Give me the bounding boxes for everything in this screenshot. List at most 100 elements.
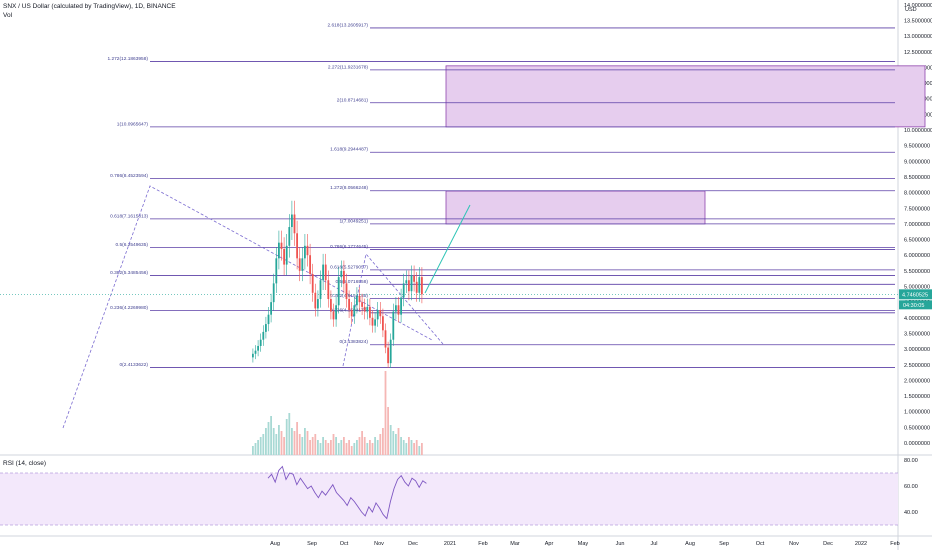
target-box-upper <box>445 65 926 128</box>
volume-bar <box>384 371 387 455</box>
volume-bar <box>337 443 340 455</box>
fib-level-label: 0.618(7.1615813) <box>110 213 148 219</box>
candle-body <box>317 299 319 309</box>
volume-bar <box>267 422 270 455</box>
candle-body <box>306 245 309 256</box>
fib-level-label: 0.5(6.2549635) <box>115 242 148 248</box>
candle-body <box>262 331 265 340</box>
volume-label[interactable]: Vol <box>3 12 13 19</box>
volume-bar <box>405 443 408 455</box>
time-tick-label: Apr <box>545 541 554 547</box>
rsi-line <box>267 465 427 520</box>
volume-bar <box>402 440 405 455</box>
symbol-title[interactable]: SNX / US Dollar (calculated by TradingVi… <box>3 3 176 10</box>
price-tick-label: 5.5000000 <box>904 269 930 275</box>
volume-bar <box>301 437 304 455</box>
rsi-band <box>0 473 898 525</box>
candle-body <box>296 233 298 259</box>
countdown-badge: 04:30:05 <box>903 303 924 309</box>
candle-body <box>363 306 366 312</box>
time-tick-label: Aug <box>685 541 695 547</box>
price-tick-label: 7.5000000 <box>904 206 930 212</box>
volume-bar <box>314 434 317 455</box>
price-tick-label: 2.5000000 <box>904 363 930 369</box>
candle-body <box>400 297 402 315</box>
volume-bar <box>285 419 288 455</box>
candle-body <box>371 317 374 326</box>
time-tick-label: Sep <box>307 541 317 547</box>
price-tick-label: 6.0000000 <box>904 253 930 259</box>
rsi-label[interactable]: RSI (14, close) <box>3 460 46 467</box>
time-tick-label: May <box>578 541 589 547</box>
volume-bar <box>343 437 345 455</box>
volume-bar <box>379 434 382 455</box>
candle-body <box>382 316 384 331</box>
volume-bar <box>358 437 361 455</box>
volume-bar <box>280 431 283 455</box>
candle-body <box>304 245 306 259</box>
time-tick-label: Mar <box>510 541 520 547</box>
candle-body <box>252 353 254 358</box>
candle-body <box>345 283 348 300</box>
price-tick-label: 3.0000000 <box>904 347 930 353</box>
candle-body <box>265 324 267 332</box>
candle-body <box>418 277 421 293</box>
candle-body <box>332 311 335 320</box>
candle-body <box>259 339 262 346</box>
candle-body <box>298 258 301 271</box>
price-tick-label: 14.0000000 <box>904 3 932 9</box>
volume-bar <box>319 443 322 455</box>
volume-bar <box>332 434 335 455</box>
time-tick-label: Sep <box>719 541 729 547</box>
price-tick-label: 1.5000000 <box>904 394 930 400</box>
volume-bar <box>363 437 366 455</box>
volume-bar <box>309 440 311 455</box>
candle-body <box>356 295 358 306</box>
price-tick-label: 4.0000000 <box>904 316 930 322</box>
volume-bar <box>254 443 257 455</box>
candle-body <box>322 264 324 281</box>
candle-body <box>421 277 423 295</box>
last-price-badge-bg <box>899 289 932 300</box>
price-tick-label: 2.0000000 <box>904 378 930 384</box>
candle-body <box>350 309 353 317</box>
candle-body <box>374 319 376 326</box>
candle-body <box>405 280 408 284</box>
volume-bar <box>306 431 309 455</box>
price-tick-label: 8.5000000 <box>904 175 930 181</box>
volume-bar <box>415 440 418 455</box>
candle-body <box>340 270 343 278</box>
volume-bar <box>356 440 358 455</box>
fib-level-label: 0.382(5.3485456) <box>110 270 148 276</box>
volume-bar <box>272 428 275 455</box>
price-tick-label: 9.0000000 <box>904 159 930 165</box>
price-tick-label: 10.0000000 <box>904 128 932 134</box>
fib-level-label: 0.5(5.0716558) <box>335 279 368 285</box>
candle-body <box>314 292 317 309</box>
volume-bar <box>291 428 293 455</box>
time-tick-label: Jun <box>616 541 625 547</box>
price-tick-label: 8.0000000 <box>904 191 930 197</box>
volume-bar <box>311 437 314 455</box>
fib-level-label: 0(2.4133622) <box>119 362 148 368</box>
candle-body <box>379 309 382 317</box>
price-tick-label: 3.5000000 <box>904 331 930 337</box>
fib-level-label: 1(10.0965647) <box>117 121 149 127</box>
chart-header: SNX / US Dollar (calculated by TradingVi… <box>3 2 176 20</box>
volume-bar <box>366 443 369 455</box>
time-tick-label: Oct <box>340 541 349 547</box>
candle-body <box>285 245 288 265</box>
volume-bar <box>369 440 371 455</box>
volume-bar <box>418 446 421 455</box>
volume-bar <box>265 428 267 455</box>
volume-bar <box>374 437 376 455</box>
volume-bar <box>327 443 330 455</box>
time-tick-label: Dec <box>823 541 833 547</box>
price-tick-label: 6.5000000 <box>904 238 930 244</box>
candle-body <box>395 305 397 312</box>
volume-bar <box>350 446 353 455</box>
volume-bar <box>382 428 384 455</box>
fib-level-label: 0.618(5.5279057) <box>330 264 368 270</box>
candle-body <box>408 280 410 292</box>
